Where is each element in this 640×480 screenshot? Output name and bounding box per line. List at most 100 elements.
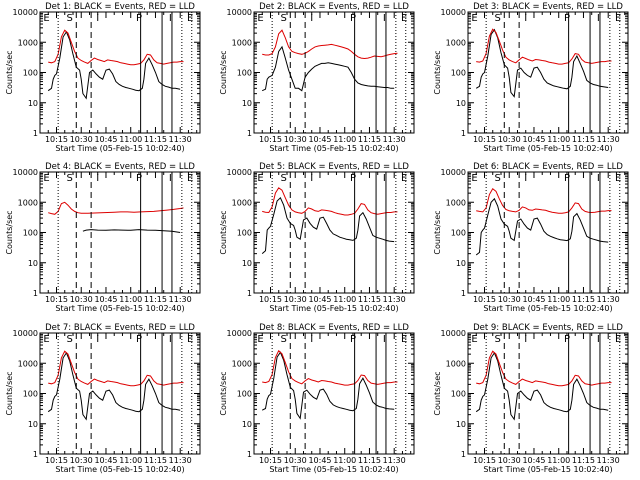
- zone-label-background: [611, 334, 627, 343]
- zone-label: S: [67, 334, 73, 345]
- series-line-black: [261, 196, 395, 254]
- zone-label: E: [257, 173, 263, 184]
- zone-label: P: [564, 13, 570, 24]
- zone-label: P: [136, 13, 142, 24]
- zone-label: E: [187, 173, 193, 184]
- zone-label-background: [611, 173, 627, 182]
- x-tick-label: 11:00: [119, 295, 142, 304]
- series-line-black: [261, 351, 395, 420]
- x-tick-label: 10:45: [308, 135, 331, 144]
- zone-label-background: [377, 13, 391, 22]
- zone-label: E: [471, 173, 477, 184]
- x-axis-label: Start Time (05-Feb-15 10:02:40): [55, 144, 184, 153]
- zone-label-background: [611, 13, 627, 22]
- y-tick-label: 1000: [232, 359, 252, 368]
- zone-label-background: [397, 334, 413, 343]
- y-tick-label: 100: [23, 390, 38, 399]
- zone-label: P: [350, 334, 356, 345]
- zone-label: E: [187, 13, 193, 24]
- zone-label: E: [257, 13, 263, 24]
- chart-title: Det 1: BLACK = Events, RED = LLD: [45, 2, 195, 12]
- x-tick-label: 11:00: [547, 135, 570, 144]
- zone-label-background: [92, 334, 111, 343]
- x-tick-label: 11:30: [169, 135, 192, 144]
- x-tick-label: 11:30: [383, 135, 406, 144]
- x-axis-label: Start Time (05-Feb-15 10:02:40): [483, 304, 612, 313]
- series-line-black: [261, 45, 395, 92]
- zone-label: I: [383, 334, 386, 345]
- x-tick-label: 10:15: [473, 295, 496, 304]
- zone-label: I: [169, 13, 172, 24]
- zone-label-background: [377, 173, 391, 182]
- zone-label: I: [383, 173, 386, 184]
- y-tick-label: 100: [451, 69, 466, 78]
- y-tick-label: 1: [33, 129, 38, 138]
- zone-label: E: [187, 334, 193, 345]
- x-tick-label: 10:30: [284, 295, 307, 304]
- y-tick-label: 10: [456, 99, 466, 108]
- series-line-red: [48, 29, 184, 66]
- x-tick-label: 10:45: [94, 295, 117, 304]
- chart-title: Det 8: BLACK = Events, RED = LLD: [259, 323, 409, 333]
- x-tick-label: 11:15: [358, 135, 381, 144]
- series-line-black: [475, 351, 609, 421]
- x-tick-label: 10:30: [284, 135, 307, 144]
- x-tick-label: 10:15: [45, 456, 68, 465]
- x-tick-label: 11:30: [169, 295, 192, 304]
- zone-label-background: [560, 13, 576, 22]
- x-tick-label: 11:00: [547, 456, 570, 465]
- zone-label: E: [257, 334, 263, 345]
- series-line-red: [262, 29, 398, 60]
- zone-label-background: [31, 13, 54, 22]
- x-tick-label: 11:00: [333, 295, 356, 304]
- zone-label-background: [306, 13, 325, 22]
- series-line-black: [47, 30, 181, 100]
- x-tick-label: 11:15: [144, 135, 167, 144]
- x-tick-label: 11:00: [333, 456, 356, 465]
- y-tick-label: 1000: [18, 38, 38, 47]
- series-line-black: [47, 351, 181, 421]
- zone-label-background: [591, 334, 605, 343]
- zone-label: E: [401, 13, 407, 24]
- y-tick-label: 10000: [441, 329, 466, 338]
- y-tick-label: 1: [461, 289, 466, 298]
- series-line-red: [476, 350, 612, 387]
- zone-label: I: [169, 173, 172, 184]
- zone-label: E: [615, 173, 621, 184]
- zone-label-background: [377, 334, 391, 343]
- zone-label: E: [401, 173, 407, 184]
- y-tick-label: 10: [28, 420, 38, 429]
- zone-label: S: [281, 173, 287, 184]
- series-line-red: [476, 28, 612, 65]
- x-tick-label: 10:30: [70, 295, 93, 304]
- x-tick-label: 10:45: [522, 135, 545, 144]
- x-axis-label: Start Time (05-Feb-15 10:02:40): [55, 304, 184, 313]
- chart-title: Det 9: BLACK = Events, RED = LLD: [473, 323, 623, 333]
- y-tick-label: 1000: [446, 198, 466, 207]
- x-axis-label: Start Time (05-Feb-15 10:02:40): [483, 144, 612, 153]
- zone-label-background: [163, 334, 177, 343]
- y-axis-label: Counts/sec: [433, 210, 442, 254]
- plot-frame: [39, 171, 201, 294]
- zone-label: S: [495, 334, 501, 345]
- x-tick-label: 11:00: [119, 135, 142, 144]
- x-tick-label: 11:15: [144, 295, 167, 304]
- zone-label-background: [163, 13, 177, 22]
- zone-label-background: [459, 173, 482, 182]
- x-tick-label: 11:15: [358, 456, 381, 465]
- y-tick-label: 1000: [232, 38, 252, 47]
- series-line-red: [48, 201, 184, 215]
- x-tick-label: 11:30: [383, 456, 406, 465]
- zone-label: I: [310, 173, 313, 184]
- y-tick-label: 10: [456, 420, 466, 429]
- x-tick-label: 11:15: [572, 295, 595, 304]
- zone-label: P: [564, 334, 570, 345]
- x-tick-label: 10:30: [284, 456, 307, 465]
